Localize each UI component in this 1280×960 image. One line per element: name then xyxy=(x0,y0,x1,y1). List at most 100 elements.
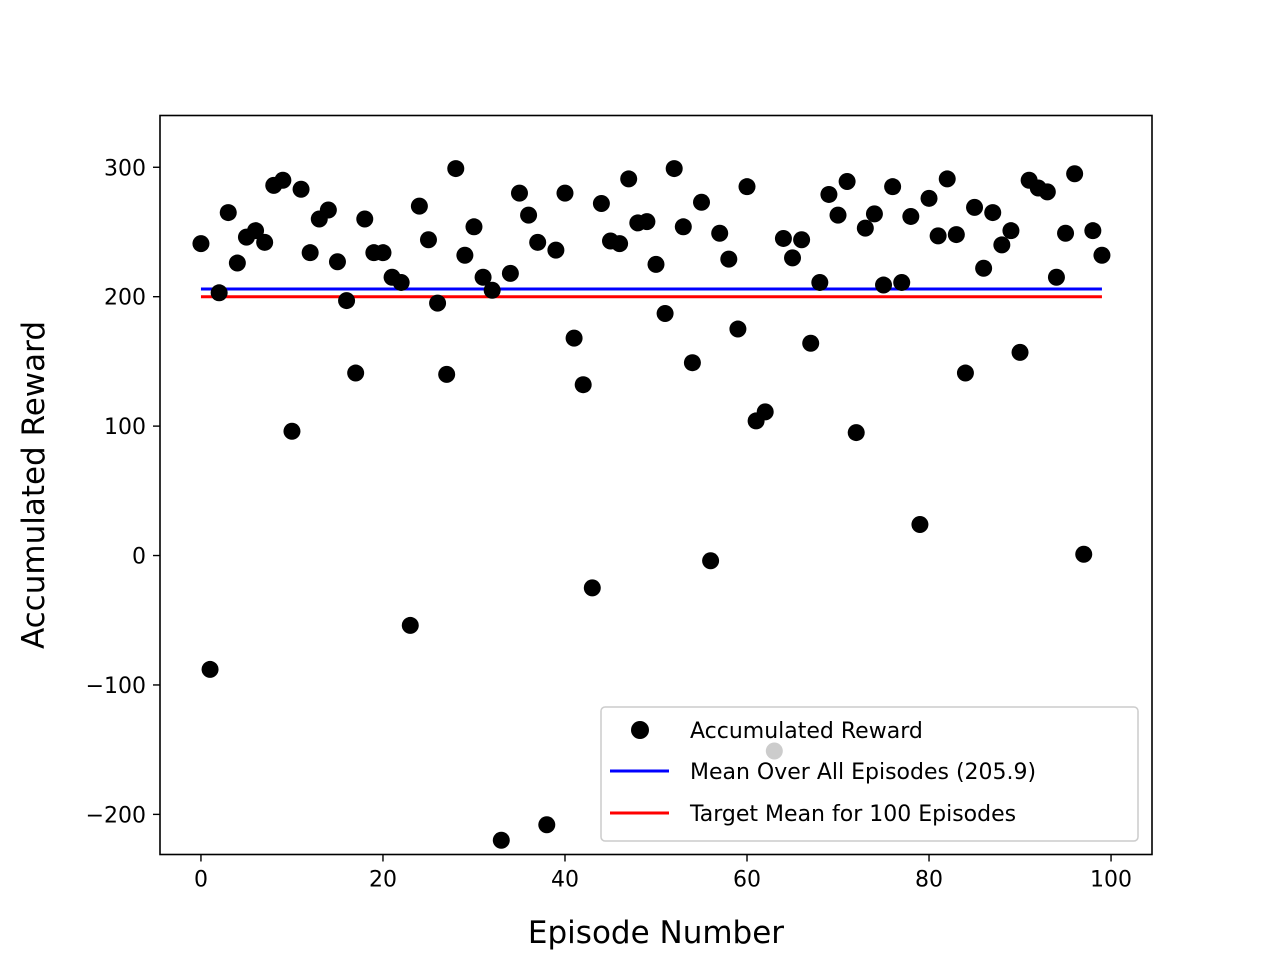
legend-label-target: Target Mean for 100 Episodes xyxy=(689,802,1016,827)
data-point xyxy=(838,173,856,191)
data-point xyxy=(447,160,465,178)
data-point xyxy=(247,222,265,240)
data-point xyxy=(683,354,701,372)
data-point xyxy=(966,198,984,216)
data-point xyxy=(465,218,483,236)
data-point xyxy=(993,236,1011,254)
data-point xyxy=(975,259,993,277)
data-point xyxy=(738,178,756,196)
data-point xyxy=(674,218,692,236)
data-point xyxy=(720,250,738,268)
y-tick-label: 200 xyxy=(104,286,146,311)
data-point xyxy=(210,284,228,302)
data-point xyxy=(219,204,237,222)
data-point xyxy=(283,422,301,440)
legend-marker-accumulated-reward xyxy=(631,721,649,739)
data-point xyxy=(711,224,729,242)
data-point xyxy=(756,403,774,421)
data-point xyxy=(547,241,565,259)
data-point xyxy=(902,207,920,225)
data-point xyxy=(665,160,683,178)
data-point xyxy=(510,184,528,202)
x-tick-label: 0 xyxy=(194,868,208,893)
data-point xyxy=(1047,268,1065,286)
data-point xyxy=(1066,165,1084,183)
data-point xyxy=(419,231,437,249)
x-tick-label: 20 xyxy=(369,868,397,893)
data-point xyxy=(638,213,656,231)
y-axis-label: Accumulated Reward xyxy=(16,321,52,649)
data-point xyxy=(984,204,1002,222)
x-tick-label: 60 xyxy=(733,868,761,893)
data-point xyxy=(811,273,829,291)
data-point xyxy=(483,281,501,299)
x-axis-ticks: 0 20 40 60 80 100 xyxy=(194,854,1132,893)
data-point xyxy=(347,364,365,382)
data-point xyxy=(865,205,883,223)
data-point xyxy=(438,365,456,383)
data-point xyxy=(784,249,802,267)
data-point xyxy=(938,170,956,188)
data-point xyxy=(583,579,601,597)
scatter-points xyxy=(192,160,1111,849)
data-point xyxy=(875,276,893,294)
data-point xyxy=(920,189,938,207)
legend-label-accumulated-reward: Accumulated Reward xyxy=(690,719,923,744)
data-point xyxy=(1057,224,1075,242)
legend-box xyxy=(600,706,1139,842)
y-tick-label: −200 xyxy=(86,803,146,828)
plot-area-frame xyxy=(159,114,1153,856)
data-point xyxy=(693,193,711,211)
data-point xyxy=(410,197,428,215)
data-point xyxy=(292,180,310,198)
legend: Accumulated Reward Mean Over All Episode… xyxy=(600,706,1139,842)
data-point xyxy=(884,178,902,196)
data-point xyxy=(774,229,792,247)
data-point xyxy=(729,320,747,338)
data-point xyxy=(829,206,847,224)
x-tick-label: 80 xyxy=(915,868,943,893)
data-point xyxy=(947,226,965,244)
data-point xyxy=(956,364,974,382)
data-point xyxy=(820,185,838,203)
data-point xyxy=(374,244,392,262)
data-point xyxy=(1075,545,1093,563)
x-axis-label: Episode Number xyxy=(528,915,784,951)
data-point xyxy=(192,235,210,253)
data-point xyxy=(338,292,356,310)
data-point xyxy=(556,184,574,202)
data-point xyxy=(520,206,538,224)
data-point xyxy=(647,255,665,273)
y-axis-ticks: −200 −100 0 100 200 300 xyxy=(86,156,160,828)
data-point xyxy=(620,170,638,188)
data-point xyxy=(392,273,410,291)
data-point xyxy=(929,227,947,245)
data-point xyxy=(574,376,592,394)
data-point xyxy=(456,246,474,264)
data-point xyxy=(1038,183,1056,201)
data-point xyxy=(401,616,419,634)
data-point xyxy=(474,268,492,286)
data-point xyxy=(529,233,547,251)
data-point xyxy=(1011,343,1029,361)
legend-label-mean: Mean Over All Episodes (205.9) xyxy=(690,760,1036,785)
data-point xyxy=(328,253,346,271)
y-tick-label: 0 xyxy=(132,545,146,570)
data-point xyxy=(802,334,820,352)
data-point xyxy=(319,201,337,219)
data-point xyxy=(702,552,720,570)
data-point xyxy=(538,816,556,834)
data-point xyxy=(228,254,246,272)
data-point xyxy=(847,424,865,442)
data-point xyxy=(793,231,811,249)
data-point xyxy=(429,294,447,312)
data-point xyxy=(911,515,929,533)
data-point xyxy=(856,219,874,237)
data-point xyxy=(592,195,610,213)
data-point xyxy=(565,329,583,347)
y-tick-label: 100 xyxy=(104,415,146,440)
data-point xyxy=(201,660,219,678)
data-point xyxy=(656,305,674,323)
y-tick-label: −100 xyxy=(86,674,146,699)
